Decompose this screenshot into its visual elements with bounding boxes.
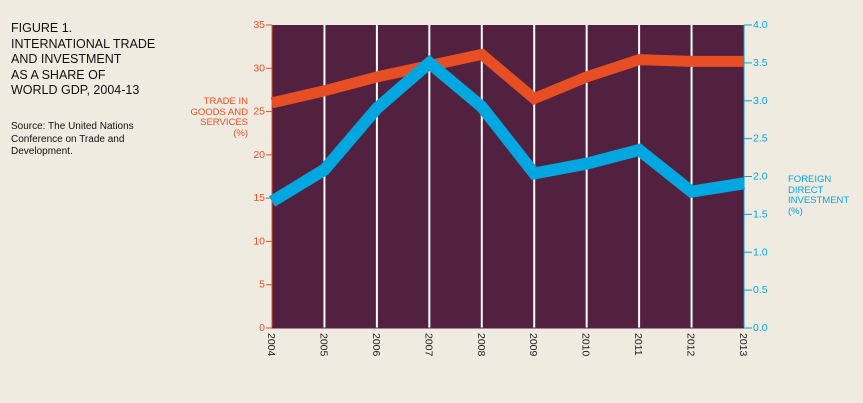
left-tick-label: 35: [253, 19, 265, 31]
x-tick-label: 2009: [527, 333, 539, 357]
right-tick-label: 4.0: [753, 19, 768, 31]
left-tick-label: 0: [259, 322, 265, 334]
title-line: WORLD GDP, 2004-13: [11, 83, 140, 97]
x-tick-label: 2010: [580, 333, 592, 357]
x-tick-label: 2007: [422, 333, 434, 357]
left-tick-label: 10: [253, 235, 265, 247]
x-tick-label: 2005: [317, 333, 329, 357]
right-axis-label-line: (%): [788, 205, 803, 217]
source-note: Source: The United Nations Conference on…: [11, 121, 134, 157]
left-axis-label-line: SERVICES: [200, 117, 248, 128]
left-axis-label: TRADE IN GOODS AND SERVICES (%): [180, 96, 248, 139]
right-tick-label: 0.5: [753, 284, 768, 296]
left-tick-label: 20: [253, 149, 265, 161]
right-tick-label: 0.0: [753, 322, 768, 334]
left-axis-label-line: TRADE IN: [203, 96, 248, 107]
series-line-trade: [270, 48, 744, 109]
x-tick-label: 2012: [685, 333, 697, 357]
x-tick-label: 2011: [632, 333, 644, 356]
right-tick-label: 2.0: [753, 171, 768, 183]
series-line-fdi: [268, 54, 745, 207]
x-tick-label: 2008: [475, 333, 487, 357]
title-line: FIGURE 1.: [11, 21, 73, 35]
left-tick-label: 15: [253, 192, 265, 204]
left-axis-label-line: (%): [233, 127, 248, 139]
x-tick-label: 2013: [737, 333, 749, 357]
left-tick-label: 25: [253, 106, 265, 118]
x-tick-label: 2004: [265, 333, 277, 357]
right-axis-label-line: DIRECT: [788, 184, 824, 196]
right-tick-label: 3.5: [753, 57, 768, 69]
title-line: INTERNATIONAL TRADE: [11, 36, 156, 51]
title-line: AS A SHARE OF: [11, 67, 106, 82]
right-axis-label-line: INVESTMENT: [788, 195, 850, 206]
right-axis-label: FOREIGN DIRECT INVESTMENT (%): [788, 174, 863, 217]
title-line: AND INVESTMENT: [11, 52, 122, 66]
left-tick-label: 30: [253, 62, 265, 74]
right-tick-label: 1.5: [753, 208, 768, 220]
left-axis-label-line: GOODS AND: [190, 106, 248, 118]
right-tick-label: 3.0: [753, 95, 768, 107]
figure-title: FIGURE 1. INTERNATIONAL TRADE AND INVEST…: [11, 21, 181, 99]
right-axis-label-line: FOREIGN: [788, 174, 832, 185]
right-tick-label: 2.5: [753, 133, 768, 145]
left-tick-label: 5: [259, 279, 265, 291]
right-tick-label: 1.0: [753, 246, 768, 258]
x-tick-label: 2006: [370, 333, 382, 357]
